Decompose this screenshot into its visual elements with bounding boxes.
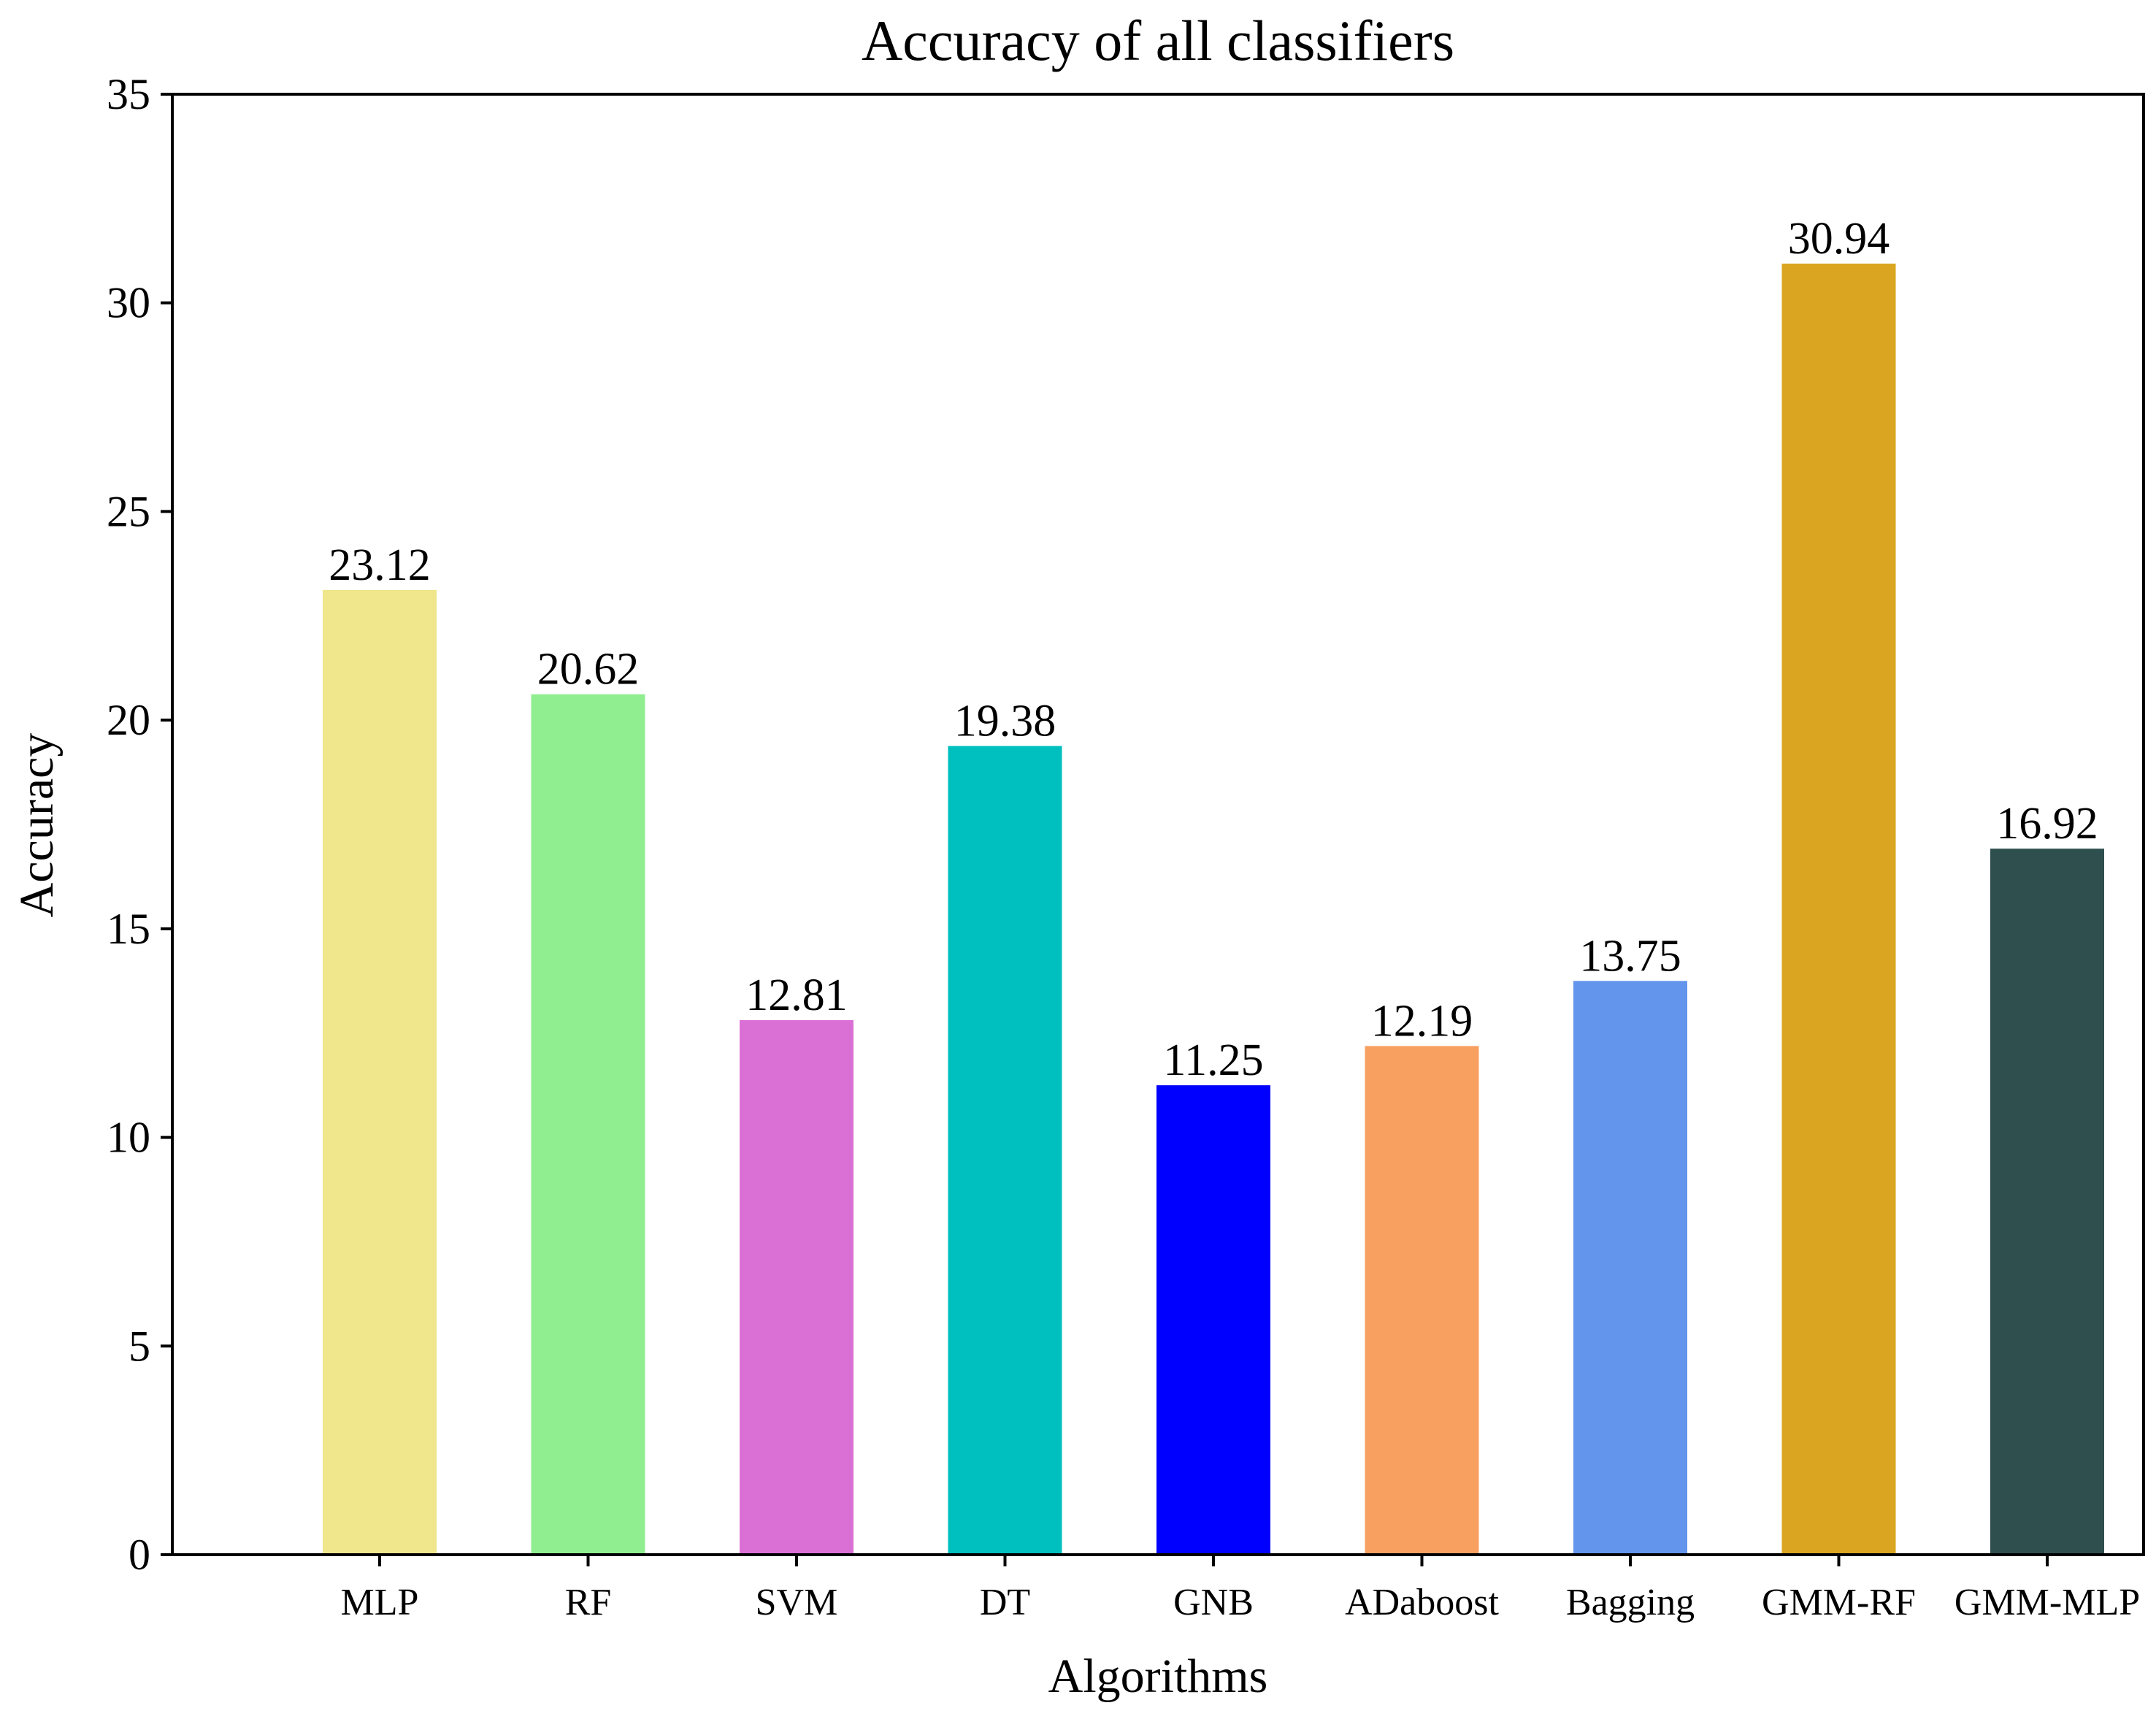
x-axis-label: Algorithms [1048,1650,1268,1703]
y-axis-label: Accuracy [10,733,64,918]
bar-adaboost [1365,1046,1479,1555]
plot-area-frame [171,93,2145,1556]
value-label-svm: 12.81 [745,970,848,1020]
bar-dt [948,746,1062,1555]
y-tick-label: 35 [107,70,150,118]
chart-title: Accuracy of all classifiers [862,9,1454,72]
x-axis-ticks: MLP RF SVM DT GNB ADaboost Bagging GMM-RF GMM-ML… [341,1555,2140,1623]
y-tick-label: 30 [107,279,150,327]
x-tick-label-mlp: MLP [341,1582,419,1623]
bar-gmm-rf [1781,264,1896,1555]
value-label-mlp: 23.12 [329,540,431,590]
bar-mlp [323,589,437,1555]
bar-gmm-mlp [1990,849,2104,1555]
x-tick-label-gnb: GNB [1173,1582,1254,1623]
y-tick-label: 5 [128,1322,150,1370]
bar-gnb [1156,1085,1270,1555]
bar-rf [531,694,645,1555]
bar-svm [740,1020,853,1555]
y-tick-label: 20 [107,696,150,744]
value-label-adaboost: 12.19 [1371,996,1473,1046]
value-label-gnb: 11.25 [1163,1035,1263,1085]
y-tick-label: 15 [107,905,150,953]
x-tick-label-svm: SVM [756,1582,838,1623]
value-label-gmm-mlp: 16.92 [1996,799,2098,849]
y-axis-ticks: 0 5 10 15 20 25 30 35 [107,70,172,1579]
value-label-bagging: 13.75 [1579,931,1681,981]
bar-bagging [1573,981,1687,1555]
x-tick-label-adaboost: ADaboost [1345,1582,1499,1623]
x-tick-label-gmm-mlp: GMM-MLP [1954,1582,2140,1623]
x-tick-label-bagging: Bagging [1566,1582,1695,1623]
x-tick-label-dt: DT [980,1582,1030,1623]
y-tick-label: 10 [107,1114,150,1162]
value-label-dt: 19.38 [954,697,1056,746]
y-tick-label: 25 [107,487,150,535]
value-labels-group: 23.12 20.62 12.81 19.38 11.25 12.19 13.75 30.94… [329,214,2098,1085]
value-label-gmm-rf: 30.94 [1788,214,1890,264]
x-tick-label-rf: RF [565,1582,612,1623]
y-tick-label: 0 [128,1531,150,1579]
value-label-rf: 20.62 [537,645,640,694]
x-tick-label-gmm-rf: GMM-RF [1762,1582,1916,1623]
bars-group [323,264,2104,1555]
